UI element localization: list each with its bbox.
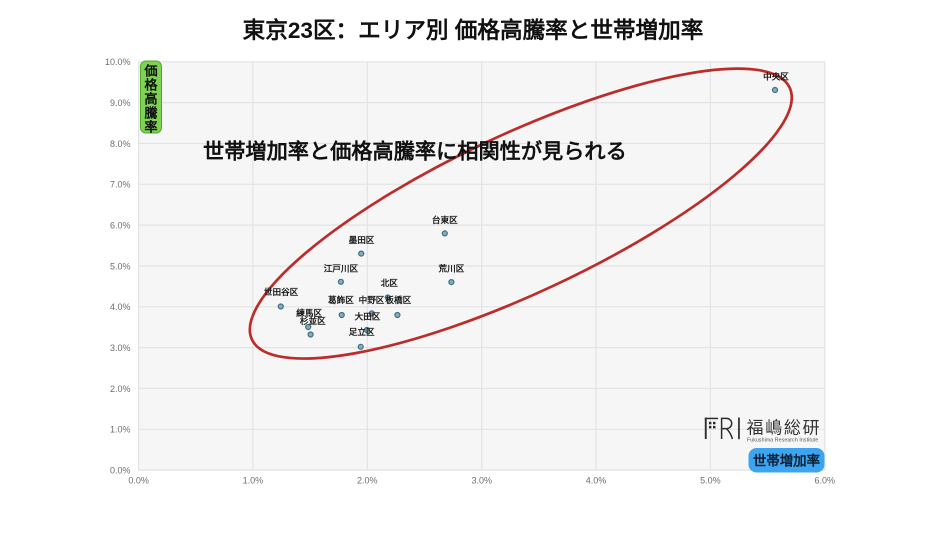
svg-text:6.0%: 6.0% — [815, 476, 836, 486]
svg-text:7.0%: 7.0% — [110, 180, 131, 190]
svg-text:1.0%: 1.0% — [110, 425, 131, 435]
svg-text:10.0%: 10.0% — [105, 57, 131, 67]
svg-text:8.0%: 8.0% — [110, 139, 131, 149]
svg-text:5.0%: 5.0% — [700, 476, 721, 486]
svg-text:5.0%: 5.0% — [110, 261, 131, 271]
svg-text:0.0%: 0.0% — [128, 476, 149, 486]
svg-text:福嶋総研: 福嶋総研 — [747, 419, 822, 438]
svg-text:杉並区: 杉並区 — [300, 315, 326, 326]
svg-text:6.0%: 6.0% — [110, 221, 131, 231]
svg-text:2.0%: 2.0% — [110, 384, 131, 394]
svg-text:東京23区：エリア別 価格高騰率と世帯増加率: 東京23区：エリア別 価格高騰率と世帯増加率 — [243, 17, 704, 43]
svg-text:中央区: 中央区 — [763, 71, 789, 82]
svg-text:騰: 騰 — [144, 105, 158, 121]
svg-text:格: 格 — [144, 77, 158, 93]
svg-text:荒川区: 荒川区 — [438, 262, 465, 273]
svg-text:高: 高 — [144, 91, 157, 107]
svg-text:板橋区: 板橋区 — [385, 294, 411, 305]
svg-text:葛飾区: 葛飾区 — [327, 294, 354, 305]
svg-text:4.0%: 4.0% — [110, 302, 131, 312]
svg-text:価: 価 — [143, 63, 157, 79]
svg-text:率: 率 — [144, 119, 157, 135]
svg-text:世田谷区: 世田谷区 — [264, 286, 299, 297]
svg-text:1.0%: 1.0% — [243, 476, 264, 486]
svg-text:北区: 北区 — [381, 277, 399, 288]
svg-text:台東区: 台東区 — [432, 214, 458, 225]
svg-text:0.0%: 0.0% — [110, 466, 131, 476]
svg-text:9.0%: 9.0% — [110, 98, 131, 108]
svg-text:2.0%: 2.0% — [357, 476, 378, 486]
svg-text:練馬区: 練馬区 — [296, 307, 322, 318]
svg-text:3.0%: 3.0% — [110, 343, 131, 353]
svg-text:大田区: 大田区 — [355, 310, 381, 321]
svg-text:足立区: 足立区 — [349, 326, 375, 337]
svg-text:江戸川区: 江戸川区 — [324, 262, 359, 273]
svg-text:世帯増加率: 世帯増加率 — [753, 453, 820, 469]
svg-text:墨田区: 墨田区 — [349, 235, 375, 245]
svg-text:Fukushima Research Institute: Fukushima Research Institute — [747, 438, 818, 444]
svg-text:3.0%: 3.0% — [471, 476, 492, 486]
svg-text:世帯増加率と価格高騰率に相関性が見られる: 世帯増加率と価格高騰率に相関性が見られる — [203, 139, 627, 164]
svg-text:中野区: 中野区 — [359, 294, 385, 305]
svg-text:4.0%: 4.0% — [586, 476, 607, 486]
